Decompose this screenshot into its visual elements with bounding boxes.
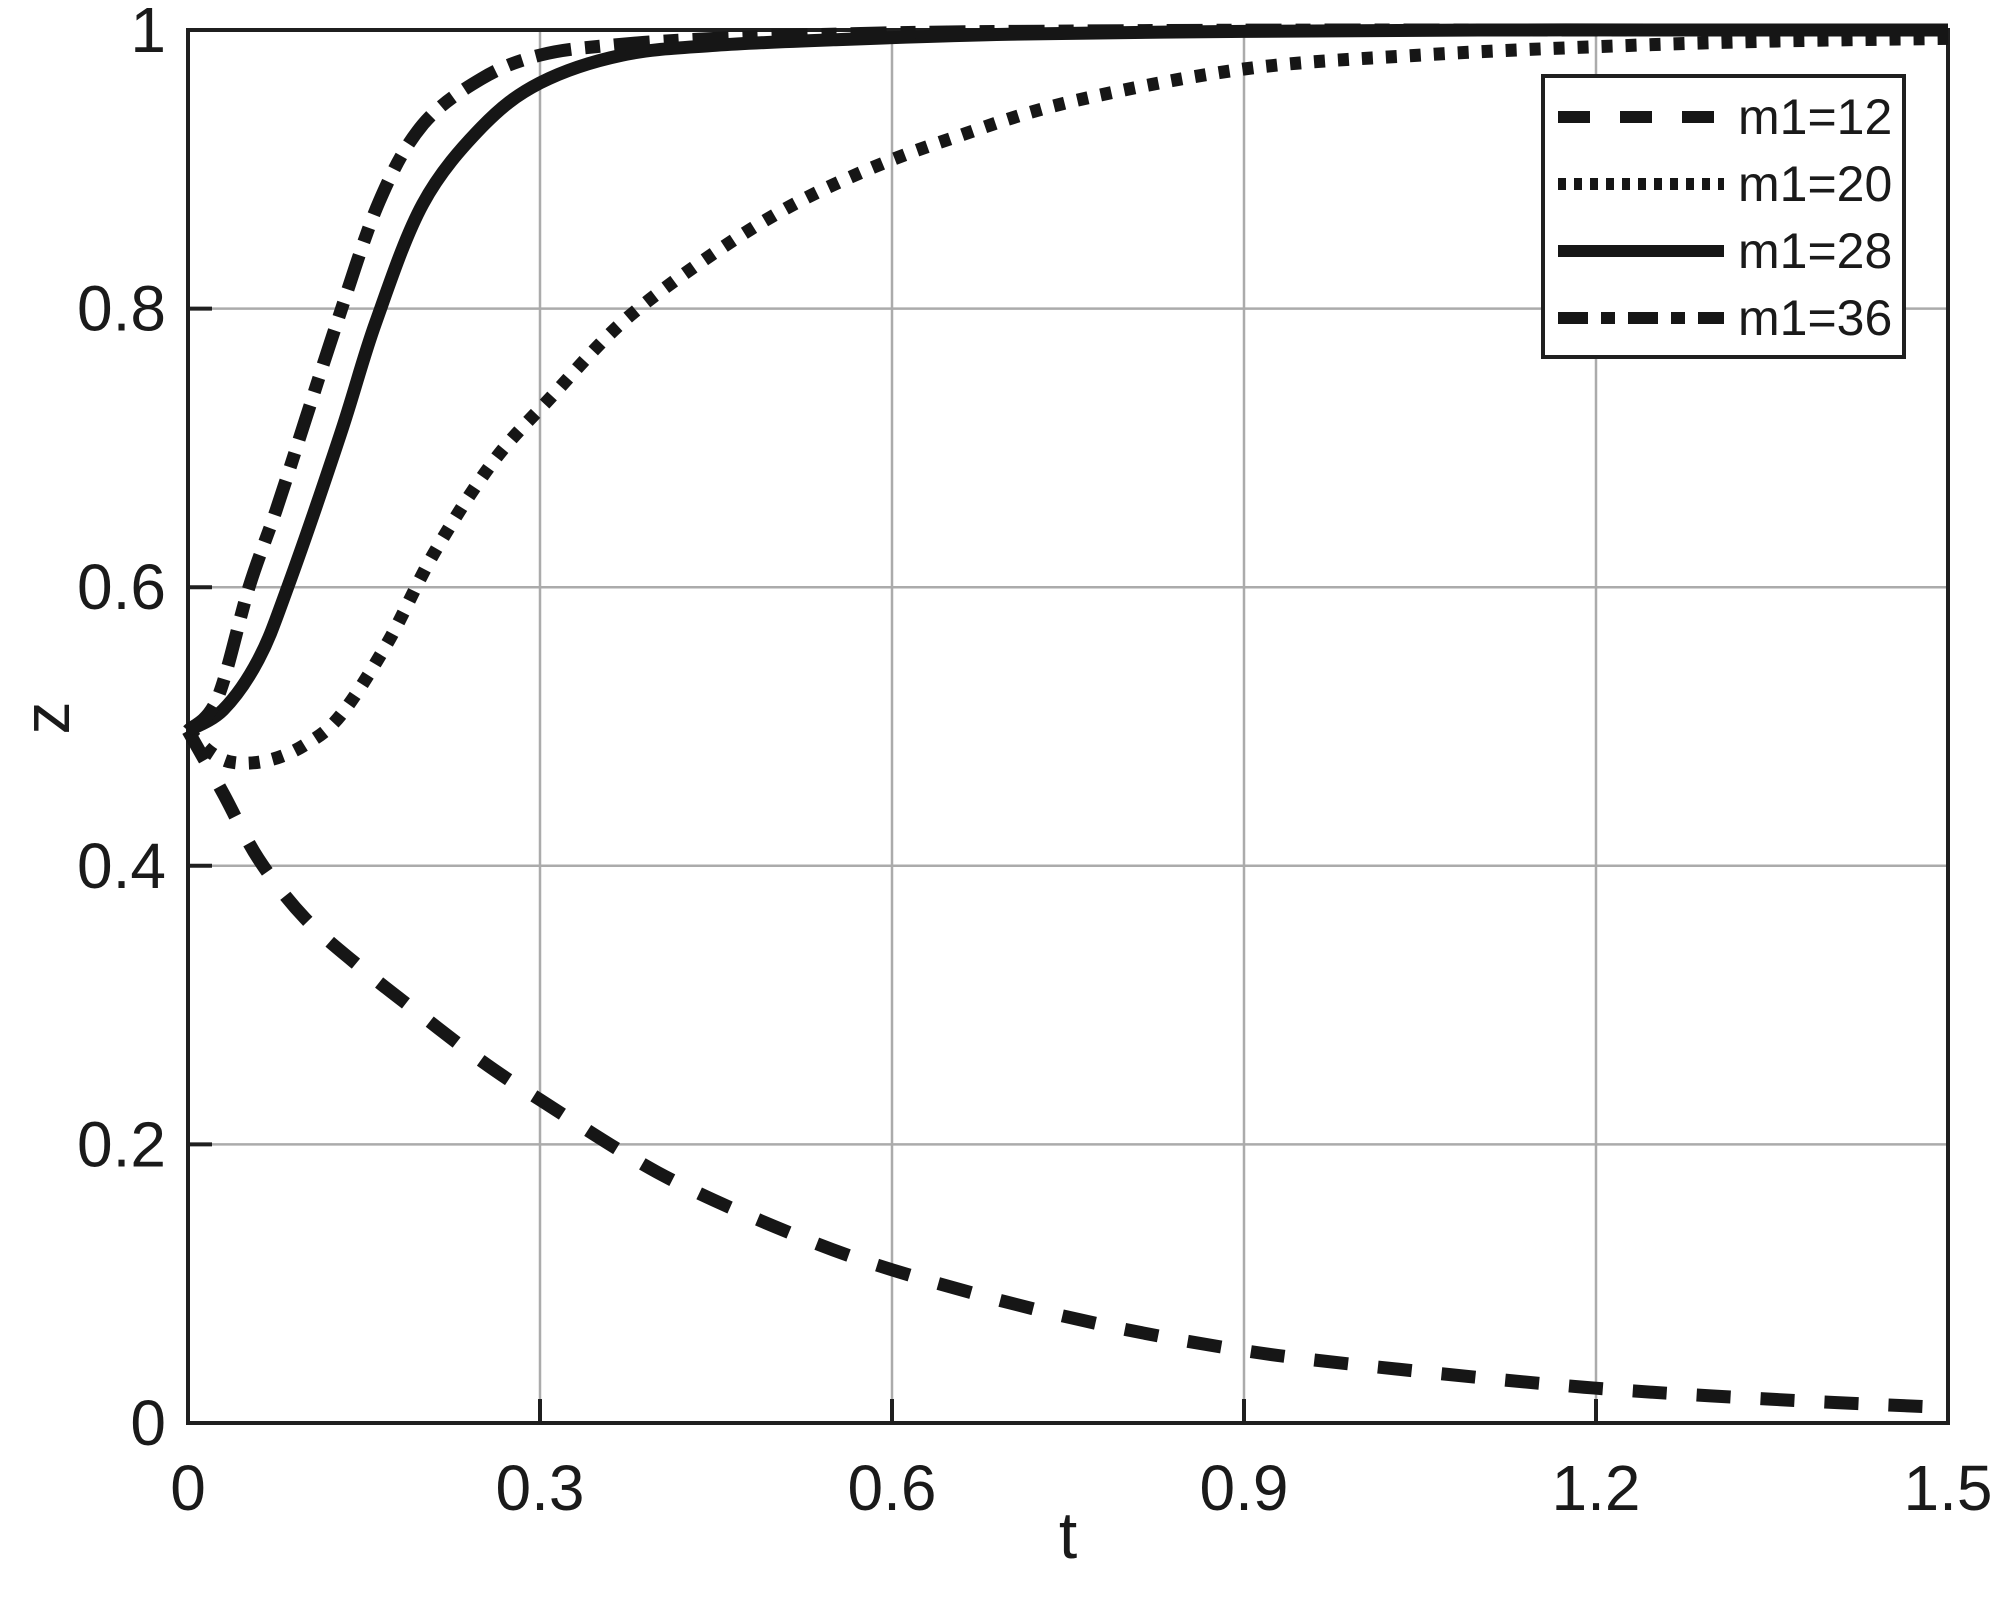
x-tick-label: 1.2 [1552, 1452, 1641, 1524]
series-curve-m136 [183, 23, 1948, 736]
legend-box [1541, 74, 1906, 359]
x-tick-label: 0.9 [1200, 1452, 1289, 1524]
legend-entry: m1=20 [1558, 156, 1892, 212]
x-tick-label: 1.5 [1904, 1452, 1993, 1524]
legend-label: m1=28 [1738, 223, 1892, 279]
y-tick-label: 1 [130, 0, 166, 66]
series-curve-m128 [184, 23, 1948, 737]
x-axis-label: t [1058, 1498, 1078, 1572]
y-tick-label: 0 [130, 1387, 166, 1459]
x-tick-label: 0 [170, 1452, 206, 1524]
y-tick-label: 0.4 [77, 830, 166, 902]
series-curve-m112 [182, 727, 1949, 1415]
legend: m1=12 m1=20 m1=28 m1=36 [1541, 74, 1906, 359]
series-curve-m120 [183, 31, 1949, 770]
y-tick-label: 0.2 [77, 1108, 166, 1180]
legend-entry: m1=36 [1558, 290, 1892, 346]
legend-label: m1=20 [1738, 156, 1892, 212]
y-axis-label: z [9, 701, 83, 735]
x-tick-label: 0.3 [496, 1452, 585, 1524]
y-tick-label: 0.8 [77, 273, 166, 345]
legend-label: m1=12 [1738, 89, 1892, 145]
legend-entry: m1=28 [1558, 223, 1892, 279]
y-tick-label: 0.6 [77, 551, 166, 623]
x-tick-label: 0.6 [848, 1452, 937, 1524]
legend-label: m1=36 [1738, 290, 1892, 346]
legend-entry: m1=12 [1558, 89, 1892, 145]
